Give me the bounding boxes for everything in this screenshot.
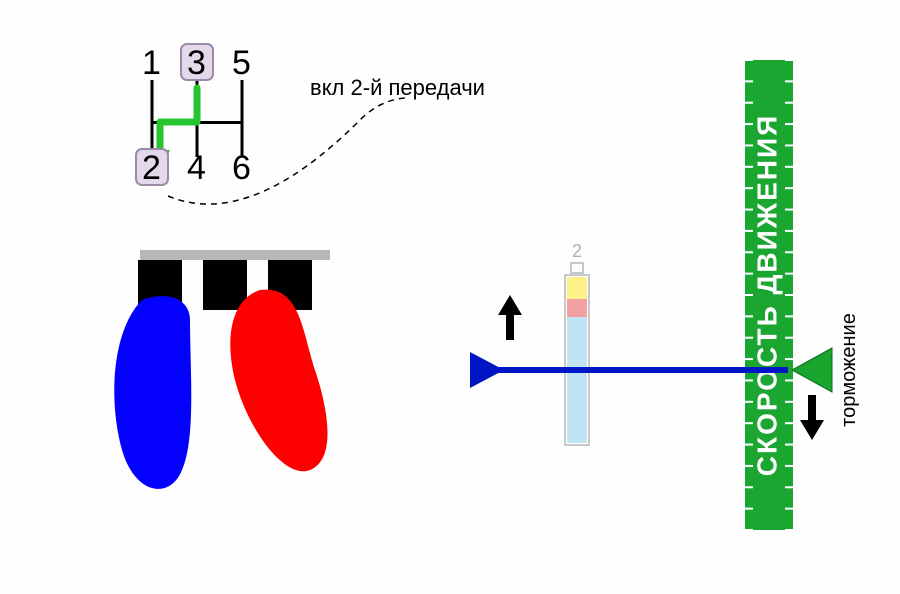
axis-left-arrowhead <box>498 295 522 315</box>
gearbox-diagram: 1 2 3 4 5 6 <box>136 44 251 187</box>
gear-shift-arrow-line <box>160 88 197 155</box>
annotation-text: вкл 2-й передачи <box>310 75 485 100</box>
pedals-group <box>114 250 330 489</box>
left-foot <box>114 296 191 489</box>
pedal-2 <box>203 260 247 310</box>
axis-right-arrowhead <box>800 420 824 440</box>
level-bar-fill-top <box>567 277 587 299</box>
right-foot <box>230 290 327 472</box>
level-bar-label: 2 <box>572 241 582 261</box>
pedal-mount-bar <box>140 250 330 260</box>
gear-number-5: 5 <box>232 44 251 82</box>
level-bar: 2 <box>565 241 589 445</box>
gear-number-1: 1 <box>142 44 161 82</box>
brake-label: торможение <box>838 313 860 427</box>
axis-left-marker <box>470 352 504 388</box>
gear-number-6: 6 <box>232 149 251 187</box>
speed-scale-label: СКОРОСТЬ ДВИЖЕНИЯ <box>751 114 782 476</box>
gear-number-3: 3 <box>187 44 206 82</box>
speed-scale: СКОРОСТЬ ДВИЖЕНИЯ <box>745 60 793 530</box>
level-bar-fill-mid <box>567 299 587 317</box>
gear-number-2: 2 <box>142 149 161 187</box>
level-bar-cap <box>571 263 583 273</box>
level-bar-fill-bot <box>567 317 587 443</box>
annotation: вкл 2-й передачи <box>168 75 485 204</box>
axis-right-marker <box>792 348 832 392</box>
gear-number-4: 4 <box>187 149 206 187</box>
